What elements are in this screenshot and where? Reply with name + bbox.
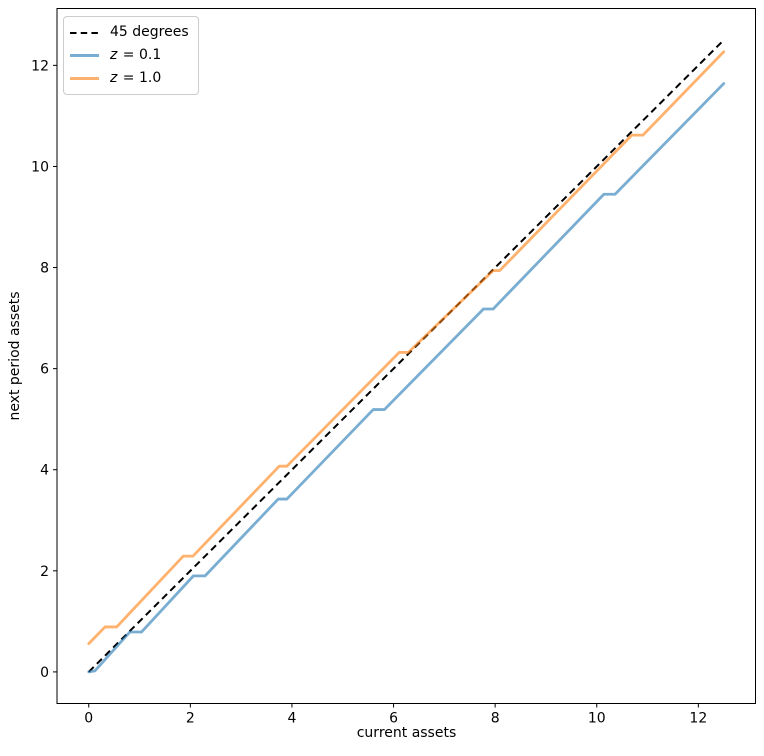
series-line-z-1-0: [87, 50, 726, 645]
legend-dashed-line-swatch: [70, 31, 99, 35]
x-tick-label: 6: [389, 711, 398, 727]
math-z: z: [110, 70, 118, 86]
y-tick-label: 0: [40, 665, 49, 681]
legend-entry-z-0-1: z = 0.1: [70, 46, 189, 65]
y-tick-label: 6: [40, 362, 49, 378]
y-tick-label: 8: [40, 261, 49, 277]
y-axis-label: next period assets: [7, 291, 23, 421]
legend-label-z-1-0-value: = 1.0: [118, 70, 162, 86]
axes-frame: [56, 8, 756, 704]
x-tick-label: 8: [491, 711, 500, 727]
legend-label-45-degrees: 45 degrees: [110, 24, 189, 40]
legend-entry-45-degrees: 45 degrees: [70, 23, 189, 42]
x-tick-label: 0: [84, 711, 93, 727]
math-z: z: [110, 47, 118, 63]
legend-entry-z-1-0: z = 1.0: [70, 69, 189, 88]
x-tick-label: 2: [186, 711, 195, 727]
legend-orange-line-swatch: [70, 76, 99, 81]
y-tick-label: 2: [40, 564, 49, 580]
y-tick-label: 12: [31, 58, 49, 74]
x-tick-label: 4: [287, 711, 296, 727]
x-tick-label: 12: [689, 711, 707, 727]
blue-line-icon: [70, 53, 99, 58]
legend-label-z-0-1: z = 0.1: [110, 46, 161, 65]
x-axis-label: current assets: [356, 725, 457, 741]
legend-label-z-0-1-value: = 0.1: [118, 47, 162, 63]
x-tick-label: 10: [588, 711, 606, 727]
y-tick-label: 10: [31, 159, 49, 175]
dashed-line-icon: [70, 31, 99, 34]
series-line-z-0-1: [87, 82, 726, 674]
legend: 45 degrees z = 0.1 z = 1.0: [63, 16, 199, 95]
legend-label-z-1-0: z = 1.0: [110, 69, 161, 88]
orange-line-icon: [70, 76, 99, 81]
legend-blue-line-swatch: [70, 53, 99, 58]
y-tick-label: 4: [40, 463, 49, 479]
series-line-45-degrees: [88, 39, 725, 673]
